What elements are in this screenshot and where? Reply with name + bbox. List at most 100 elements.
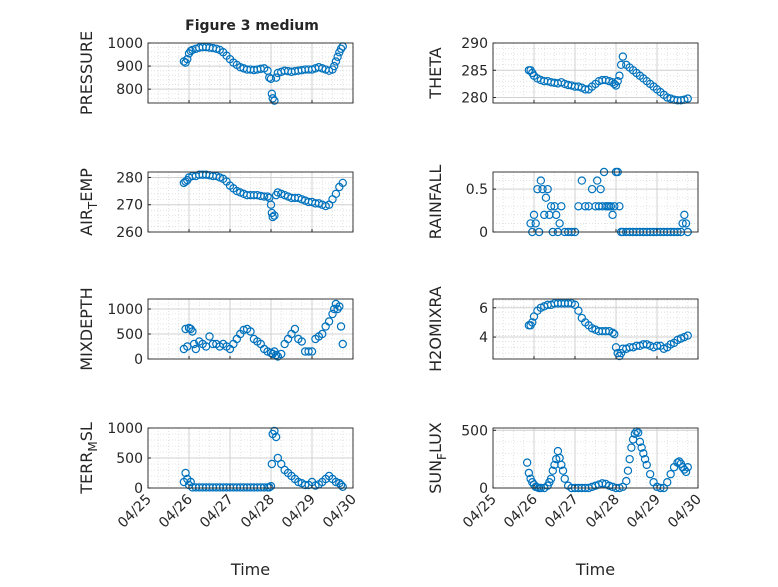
y-tick-label: 1000 (107, 421, 143, 437)
data-point (266, 74, 276, 83)
y-tick-label: 0 (134, 352, 143, 368)
data-point (639, 449, 648, 458)
data-point (577, 176, 587, 185)
data-point (548, 466, 557, 475)
y-tick-label: 0.5 (466, 182, 488, 198)
subplot-grid: 800 900 1000 PRESSURE 280 285 290 THETA 260 270 28… (77, 31, 705, 579)
y-tick-label: 500 (116, 451, 143, 467)
data-point (553, 446, 563, 456)
data-point (545, 210, 554, 220)
x-tick-label: 04/28 (583, 492, 623, 532)
y-tick-label: 800 (116, 82, 143, 98)
data-point (558, 466, 568, 475)
y-tick-label: 1000 (107, 36, 143, 52)
axes-box (147, 298, 354, 360)
x-tick-label: 04/29 (624, 492, 664, 532)
data-point (673, 458, 682, 467)
data-point (640, 454, 650, 464)
subplot-theta: 280 285 290 THETA (426, 36, 699, 107)
data-point (265, 483, 274, 492)
subplot-pressure: 800 900 1000 PRESSURE (77, 31, 354, 115)
data-point (615, 202, 624, 211)
x-axis-label: Time (230, 560, 270, 579)
data-point (663, 478, 672, 487)
data-point (265, 193, 274, 203)
data-point (645, 469, 655, 479)
data-point (522, 458, 532, 467)
data-point (330, 304, 339, 314)
data-point (304, 347, 313, 356)
data-point (613, 76, 622, 86)
data-point (642, 460, 651, 470)
data-point (263, 192, 272, 201)
data-point (627, 443, 636, 452)
data-point (205, 332, 214, 341)
data-point (336, 44, 346, 53)
y-axis-label: AIRTEMP (77, 168, 100, 236)
data-point (290, 324, 300, 334)
y-tick-label: 280 (461, 91, 488, 107)
data-point (280, 339, 289, 349)
x-tick-label: 04/26 (501, 491, 541, 531)
data-point (330, 61, 339, 71)
data-point (324, 66, 334, 75)
data-point (681, 219, 691, 228)
data-point (333, 52, 342, 62)
data-point (574, 82, 583, 91)
data-point (608, 210, 617, 220)
data-point (188, 327, 197, 336)
data-point (574, 306, 583, 315)
data-point (634, 428, 643, 437)
data-point (616, 60, 626, 70)
data-point (333, 304, 342, 314)
y-tick-label: 500 (116, 327, 143, 343)
data-point (618, 52, 628, 61)
y-tick-label: 500 (461, 423, 488, 439)
x-tick-label: 04/26 (156, 491, 196, 531)
data-point (596, 184, 605, 194)
data-point (543, 184, 552, 194)
data-point (335, 302, 344, 311)
data-point (683, 463, 692, 472)
data-point (336, 480, 346, 490)
data-point (271, 73, 281, 82)
data-point (331, 57, 341, 66)
data-point (610, 202, 619, 211)
x-tick-label: 04/30 (320, 492, 360, 532)
data-point (533, 184, 542, 194)
data-point (587, 184, 597, 194)
data-point (666, 469, 675, 479)
y-axis-label: SUNFLUX (426, 422, 449, 494)
y-tick-label: 260 (116, 225, 143, 241)
data-point (328, 309, 337, 319)
data-point (283, 334, 293, 344)
y-tick-label: 290 (461, 36, 488, 52)
x-axis-label: Time (575, 560, 615, 579)
data-point (611, 81, 621, 90)
data-point (268, 212, 277, 222)
data-point (186, 477, 195, 487)
data-point (277, 349, 286, 359)
data-point (524, 468, 534, 478)
y-tick-label: 0 (479, 481, 488, 497)
data-point (540, 210, 549, 220)
data-point (546, 202, 556, 211)
data-point (331, 189, 341, 199)
axes-box (492, 42, 699, 104)
axes-box (492, 427, 699, 489)
data-point (338, 178, 347, 188)
figure-title: Figure 3 medium (185, 18, 319, 34)
data-point (683, 94, 692, 103)
data-point (552, 210, 561, 220)
data-point (270, 426, 279, 436)
data-point (300, 480, 310, 490)
y-axis-label: RAINFALL (426, 165, 445, 240)
axes-box (147, 42, 354, 104)
y-tick-label: 280 (116, 170, 143, 186)
data-point (678, 219, 687, 228)
subplot-rainfall: 0 0.5 RAINFALL (426, 165, 699, 241)
data-point (526, 219, 535, 228)
data-point (555, 219, 564, 228)
data-point (324, 317, 334, 326)
